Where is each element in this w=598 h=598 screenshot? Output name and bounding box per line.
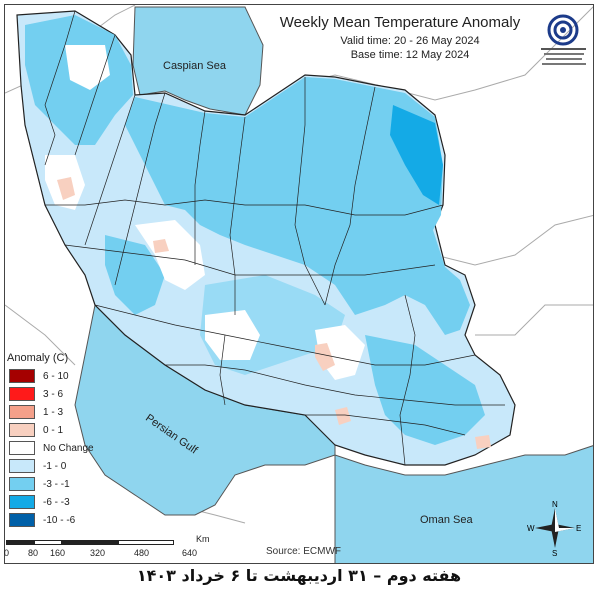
legend-items: 6 - 10 3 - 6 1 - 3 0 - 1 No Change -1 - 0 -3 -…: [5, 367, 109, 529]
persian-date-caption: هفته دوم – ۳۱ اردیبهشت تا ۶ خرداد ۱۴۰۳: [136, 566, 462, 585]
scale-bar: 0 80 160 320 480 640 Km: [4, 534, 216, 562]
legend-label: -10 - -6: [43, 514, 76, 526]
legend-label: No Change: [43, 442, 94, 454]
legend-label: -6 - -3: [43, 496, 70, 508]
legend-item: -3 - -1: [5, 475, 109, 493]
anomaly-slight-warm: [57, 177, 491, 449]
legend-item: -1 - 0: [5, 457, 109, 475]
organization-logo-icon: [541, 14, 586, 65]
legend-swatch: [9, 387, 35, 401]
caspian-sea: [132, 6, 264, 116]
scale-tick: 0: [4, 548, 10, 558]
caspian-sea-label: Caspian Sea: [163, 60, 226, 72]
oman-sea-label: Oman Sea: [420, 514, 473, 526]
scale-tick: 80: [28, 548, 39, 558]
scale-segment: [6, 540, 34, 545]
legend-swatch: [9, 441, 35, 455]
map-panel: [4, 4, 594, 564]
legend-swatch: [9, 495, 35, 509]
compass-s: S: [552, 549, 557, 556]
compass-e: E: [576, 524, 581, 533]
legend-item: 6 - 10: [5, 367, 109, 385]
province-borders: [44, 10, 505, 466]
scale-tick: 320: [90, 548, 106, 558]
legend-label: -1 - 0: [43, 460, 67, 472]
anomaly-strong-blue: [390, 105, 443, 205]
legend-label: 6 - 10: [43, 370, 69, 382]
legend-item: 3 - 6: [5, 385, 109, 403]
anomaly-no-change: [45, 45, 365, 380]
legend-swatch: [9, 423, 35, 437]
legend-item: -10 - -6: [5, 511, 109, 529]
compass-rose-icon: N S E W: [527, 500, 581, 556]
legend-label: 3 - 6: [43, 388, 64, 400]
scale-tick: 480: [134, 548, 150, 558]
scale-segment: [62, 540, 118, 545]
valid-time: Valid time: 20 - 26 May 2024: [340, 35, 480, 47]
legend-item: -6 - -3: [5, 493, 109, 511]
legend-item: 0 - 1: [5, 421, 109, 439]
map-title: Weekly Mean Temperature Anomaly: [279, 14, 521, 31]
legend: Anomaly (C) 6 - 10 3 - 6 1 - 3 0 - 1 No Chan…: [5, 352, 109, 529]
legend-swatch: [9, 513, 35, 527]
scale-segment: [34, 540, 62, 545]
map-graphic: [5, 5, 593, 563]
legend-label: 0 - 1: [43, 424, 64, 436]
legend-item: 1 - 3: [5, 403, 109, 421]
legend-label: 1 - 3: [43, 406, 64, 418]
compass-w: W: [527, 524, 535, 533]
scale-tick: 640: [182, 548, 198, 558]
legend-swatch: [9, 459, 35, 473]
scale-unit: Km: [196, 534, 210, 544]
scale-tick: 160: [50, 548, 66, 558]
legend-item: No Change: [5, 439, 109, 457]
legend-title: Anomaly (C): [7, 352, 69, 364]
legend-swatch: [9, 405, 35, 419]
base-time: Base time: 12 May 2024: [350, 49, 470, 61]
source-credit: Source: ECMWF: [266, 546, 342, 557]
scale-segment: [118, 540, 174, 545]
legend-label: -3 - -1: [43, 478, 70, 490]
oman-sea: [334, 445, 593, 563]
compass-n: N: [552, 500, 558, 509]
legend-swatch: [9, 369, 35, 383]
legend-swatch: [9, 477, 35, 491]
